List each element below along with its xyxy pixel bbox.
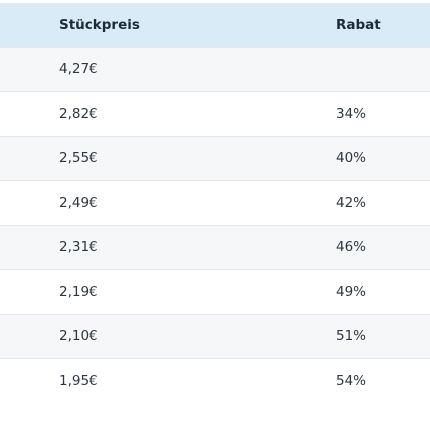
table-row: 2,10€ 51%	[0, 314, 430, 359]
table-body: 4,27€ 2,82€ 34% 2,55€ 40% 2,49€ 42% 2,31…	[0, 47, 430, 403]
discount-cell: 54%	[336, 373, 367, 389]
unit-price-cell: 4,27€	[59, 61, 98, 78]
table-header: Stückpreis Rabat	[0, 3, 430, 47]
discount-cell: 40%	[336, 150, 367, 167]
unit-price-cell: 2,49€	[59, 194, 98, 211]
unit-price-cell: 2,55€	[59, 150, 98, 167]
unit-price-cell: 2,31€	[59, 239, 98, 256]
table-row: 2,19€ 49%	[0, 269, 430, 314]
column-header-unit-price[interactable]: Stückpreis	[59, 16, 140, 33]
header-row: Stückpreis Rabat	[0, 3, 430, 47]
discount-cell: 46%	[336, 239, 367, 256]
column-header-discount[interactable]: Rabat	[336, 16, 381, 33]
table-row: 4,27€	[0, 47, 430, 92]
discount-cell	[336, 47, 430, 92]
discount-cell: 51%	[336, 328, 367, 345]
table-row: 2,49€ 42%	[0, 180, 430, 225]
table-row: 2,82€ 34%	[0, 91, 430, 136]
table-row: 1,95€ 54%	[0, 358, 430, 403]
unit-price-cell: 2,82€	[59, 105, 98, 122]
table-row: 2,31€ 46%	[0, 225, 430, 270]
price-table: Stückpreis Rabat 4,27€ 2,82€ 34% 2,55€ 4…	[0, 3, 430, 403]
unit-price-cell: 2,10€	[59, 328, 98, 345]
discount-cell: 34%	[336, 105, 367, 122]
unit-price-cell: 2,19€	[59, 283, 98, 300]
discount-cell: 49%	[336, 283, 367, 300]
unit-price-cell: 1,95€	[59, 373, 98, 389]
discount-cell: 42%	[336, 194, 367, 211]
table-row: 2,55€ 40%	[0, 136, 430, 181]
